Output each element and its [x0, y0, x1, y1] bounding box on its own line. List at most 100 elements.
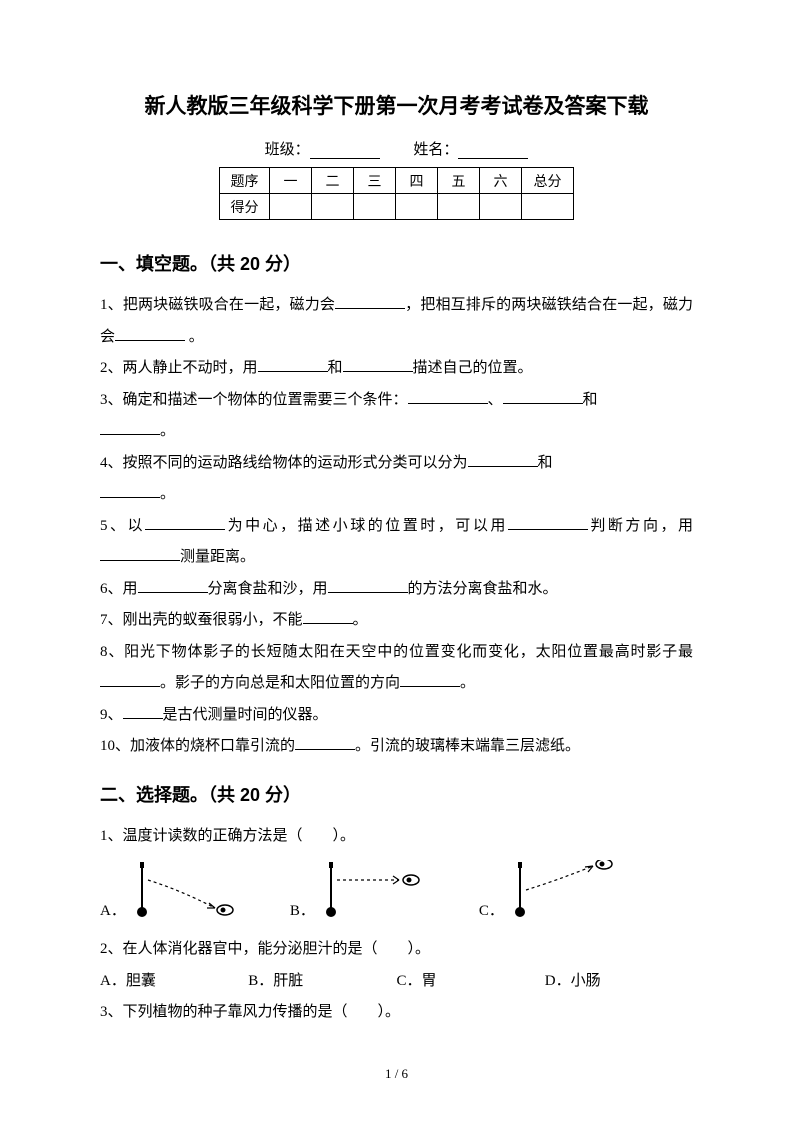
- q6: 6、用 分离食盐和沙，用 的方法分离食盐和水。: [100, 574, 693, 606]
- opt-label: A．: [100, 899, 126, 920]
- q-text: 。: [460, 675, 475, 691]
- q-text: 4、按照不同的运动路线给物体的运动形式分类可以分为: [100, 455, 468, 471]
- page-title: 新人教版三年级科学下册第一次月考考试卷及答案下载: [100, 90, 693, 120]
- score-cell[interactable]: [438, 194, 480, 220]
- q10: 10、加液体的烧杯口靠引流的 。引流的玻璃棒末端靠三层滤纸。: [100, 731, 693, 763]
- opt-label: C．: [479, 899, 504, 920]
- q2: 2、两人静止不动时，用和描述自己的位置。: [100, 353, 693, 385]
- q4: 4、按照不同的运动路线给物体的运动形式分类可以分为 和。: [100, 448, 693, 511]
- opt-label: B．: [290, 899, 315, 920]
- blank[interactable]: [100, 672, 160, 687]
- score-cell[interactable]: [270, 194, 312, 220]
- blank[interactable]: [100, 483, 160, 498]
- q-text: 分离食盐和沙，用: [208, 581, 328, 597]
- q-text: 和: [328, 360, 343, 376]
- name-blank[interactable]: [458, 143, 528, 159]
- s2-q2: 2、在人体消化器官中，能分泌胆汁的是（ ）。: [100, 934, 693, 966]
- score-cell[interactable]: [396, 194, 438, 220]
- q5: 5、以为中心，描述小球的位置时，可以用判断方向，用测量距离。: [100, 511, 693, 574]
- s2-q1-options: A． B． C．: [100, 860, 693, 920]
- opt-a: A．胆囊: [100, 966, 248, 998]
- score-cell[interactable]: [354, 194, 396, 220]
- q-text: 判断方向，用: [588, 518, 693, 534]
- blank[interactable]: [335, 294, 405, 309]
- page-number: 1 / 6: [0, 1066, 793, 1082]
- col-4: 四: [396, 168, 438, 194]
- q8: 8、阳光下物体影子的长短随太阳在天空中的位置变化而变化，太阳位置最高时影子最。影…: [100, 637, 693, 700]
- q-text: 和: [538, 455, 553, 471]
- section-1-heading: 一、填空题。（共 20 分）: [100, 250, 693, 276]
- class-name-row: 班级： 姓名：: [100, 138, 693, 159]
- q-text: 。: [185, 329, 204, 345]
- blank[interactable]: [295, 735, 355, 750]
- option-b: B．: [290, 860, 439, 920]
- blank[interactable]: [343, 357, 413, 372]
- blank[interactable]: [400, 672, 460, 687]
- q-text: 9、: [100, 707, 123, 723]
- q-text: 为中心，描述小球的位置时，可以用: [225, 518, 508, 534]
- class-blank[interactable]: [310, 143, 380, 159]
- row1-label: 题序: [220, 168, 270, 194]
- q1: 1、把两块磁铁吸合在一起，磁力会，把相互排斥的两块磁铁结合在一起，磁力会 。: [100, 290, 693, 353]
- q-text: 。: [353, 612, 368, 628]
- blank[interactable]: [100, 546, 180, 561]
- name-label: 姓名：: [413, 142, 458, 158]
- thermometer-down-icon: [130, 860, 250, 920]
- q3: 3、确定和描述一个物体的位置需要三个条件： 、 和。: [100, 385, 693, 448]
- col-2: 二: [312, 168, 354, 194]
- table-row: 题序 一 二 三 四 五 六 总分: [220, 168, 574, 194]
- q-text: 1、把两块磁铁吸合在一起，磁力会: [100, 297, 335, 313]
- opt-d: D．小肠: [545, 966, 693, 998]
- q-text: 的方法分离食盐和水。: [408, 581, 558, 597]
- table-row: 得分: [220, 194, 574, 220]
- q-text: 、: [488, 392, 503, 408]
- q-text: 7、刚出壳的蚁蚕很弱小，不能: [100, 612, 303, 628]
- blank[interactable]: [468, 452, 538, 467]
- blank[interactable]: [303, 609, 353, 624]
- s2-q3: 3、下列植物的种子靠风力传播的是（ ）。: [100, 997, 693, 1029]
- q-text: 。影子的方向总是和太阳位置的方向: [160, 675, 400, 691]
- score-cell[interactable]: [312, 194, 354, 220]
- option-a: A．: [100, 860, 250, 920]
- blank[interactable]: [408, 389, 488, 404]
- q-text: 3、确定和描述一个物体的位置需要三个条件：: [100, 392, 408, 408]
- opt-c: C．胃: [397, 966, 545, 998]
- q7: 7、刚出壳的蚁蚕很弱小，不能 。: [100, 605, 693, 637]
- q-text: 。: [160, 423, 175, 439]
- opt-b: B．肝脏: [248, 966, 396, 998]
- q-text: 10、加液体的烧杯口靠引流的: [100, 738, 295, 754]
- q-text: 2、两人静止不动时，用: [100, 360, 258, 376]
- q-text: 8、阳光下物体影子的长短随太阳在天空中的位置变化而变化，太阳位置最高时影子最: [100, 644, 693, 660]
- blank[interactable]: [258, 357, 328, 372]
- q-text: 。引流的玻璃棒末端靠三层滤纸。: [355, 738, 580, 754]
- blank[interactable]: [503, 389, 583, 404]
- col-3: 三: [354, 168, 396, 194]
- option-c: C．: [479, 860, 628, 920]
- blank[interactable]: [145, 515, 225, 530]
- q-text: 和: [583, 392, 598, 408]
- q-text: 是古代测量时间的仪器。: [163, 707, 328, 723]
- section-2-heading: 二、选择题。（共 20 分）: [100, 781, 693, 807]
- q9: 9、 是古代测量时间的仪器。: [100, 700, 693, 732]
- row2-label: 得分: [220, 194, 270, 220]
- blank[interactable]: [508, 515, 588, 530]
- s2-q2-options: A．胆囊 B．肝脏 C．胃 D．小肠: [100, 966, 693, 998]
- score-cell[interactable]: [480, 194, 522, 220]
- score-table: 题序 一 二 三 四 五 六 总分 得分: [219, 167, 574, 220]
- blank[interactable]: [328, 578, 408, 593]
- col-total: 总分: [522, 168, 574, 194]
- col-5: 五: [438, 168, 480, 194]
- q-text: 6、用: [100, 581, 138, 597]
- blank[interactable]: [138, 578, 208, 593]
- col-6: 六: [480, 168, 522, 194]
- score-cell[interactable]: [522, 194, 574, 220]
- blank[interactable]: [115, 326, 185, 341]
- q-text: 。: [160, 486, 175, 502]
- s2-q1: 1、温度计读数的正确方法是（ ）。: [100, 821, 693, 853]
- thermometer-level-icon: [319, 860, 439, 920]
- blank[interactable]: [123, 704, 163, 719]
- q-text: 测量距离。: [180, 549, 255, 565]
- class-label: 班级：: [265, 142, 310, 158]
- thermometer-up-icon: [508, 860, 628, 920]
- blank[interactable]: [100, 420, 160, 435]
